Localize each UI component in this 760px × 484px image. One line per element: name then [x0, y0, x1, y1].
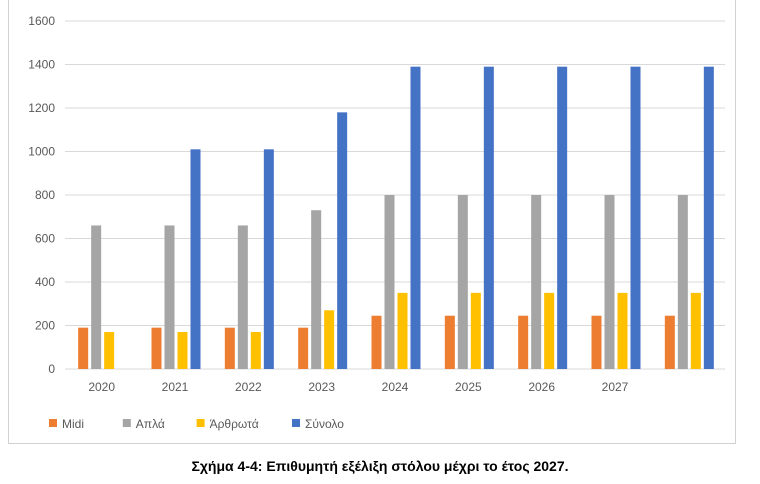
legend-label: Άρθρωτά	[210, 417, 259, 431]
legend-swatch	[49, 419, 57, 427]
chart-frame: 0 200 400 600 800 1000 1200 1400 1600 2020 2021 202…	[8, 0, 736, 444]
bar	[104, 332, 115, 369]
bar	[250, 332, 261, 369]
bar	[690, 292, 701, 369]
bar	[263, 149, 274, 369]
x-tick-label: 2024	[382, 380, 409, 394]
bar	[324, 310, 335, 369]
bar	[544, 292, 555, 369]
bar	[457, 195, 468, 369]
figure-caption: Σχήμα 4-4: Επιθυμητή εξέλιξη στόλου μέχρ…	[191, 458, 569, 474]
y-tick-label: 800	[35, 188, 55, 202]
legend-swatch	[292, 419, 300, 427]
bar	[444, 315, 455, 369]
bar	[557, 66, 568, 370]
y-tick-label: 1600	[28, 14, 55, 28]
y-tick-label: 400	[35, 275, 55, 289]
x-tick-label: 2021	[162, 380, 189, 394]
bar	[630, 66, 641, 370]
bar	[617, 292, 628, 369]
legend-swatch	[196, 419, 205, 427]
bar	[298, 327, 309, 369]
x-tick-label: 2022	[235, 380, 262, 394]
bar	[604, 195, 615, 369]
y-tick-label: 0	[48, 362, 55, 376]
y-tick-label: 1200	[28, 101, 55, 115]
y-tick-label: 600	[35, 232, 55, 246]
y-tick-label: 200	[35, 319, 55, 333]
bar	[410, 66, 421, 370]
bar	[91, 225, 102, 369]
x-tick-label: 2026	[528, 380, 555, 394]
bar	[384, 195, 395, 369]
bar	[591, 315, 602, 369]
bar	[311, 210, 322, 369]
x-tick-label: 2025	[455, 380, 482, 394]
bar	[190, 149, 201, 369]
legend-label: Midi	[62, 417, 84, 431]
legend-swatch	[122, 419, 131, 427]
bar	[397, 292, 408, 369]
bar	[677, 195, 688, 369]
x-tick-label: 2023	[308, 380, 335, 394]
bar	[78, 327, 89, 369]
bar	[151, 327, 162, 369]
legend-label: Απλά	[136, 417, 165, 431]
bar	[371, 315, 382, 369]
bar	[177, 332, 188, 369]
bar	[703, 66, 714, 370]
bar	[483, 66, 494, 370]
y-tick-label: 1000	[28, 145, 55, 159]
bar-chart: 0 200 400 600 800 1000 1200 1400 1600 2020 2021 202…	[28, 14, 725, 431]
x-tick-label: 2020	[88, 380, 115, 394]
x-tick-label: 2027	[602, 380, 629, 394]
bar	[470, 292, 481, 369]
bar	[237, 225, 248, 369]
legend-label: Σύνολο	[305, 417, 344, 431]
bar	[518, 315, 529, 369]
bar	[164, 225, 175, 369]
bar	[664, 315, 675, 369]
bar	[337, 112, 348, 369]
bar	[224, 327, 235, 369]
y-tick-label: 1400	[28, 58, 55, 72]
bar	[531, 195, 542, 369]
